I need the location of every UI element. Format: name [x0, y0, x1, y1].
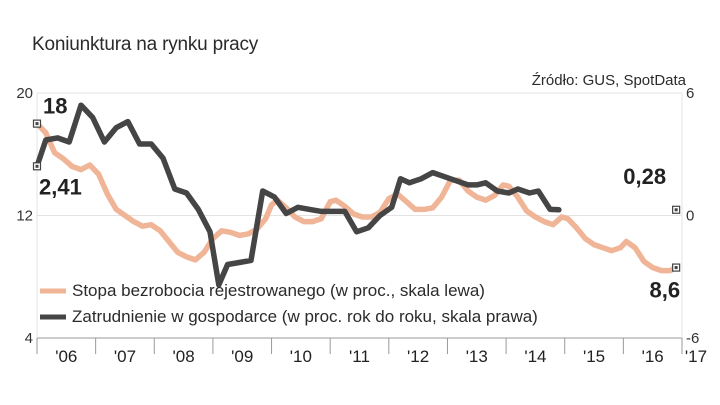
data-labels: 18 2,41 0,28 8,6	[39, 94, 680, 303]
y-right-tick-label: 0	[686, 208, 694, 225]
x-tick-label: '09	[231, 347, 253, 366]
chart-title: Koniunktura na rynku pracy	[32, 34, 259, 55]
series-lines	[34, 102, 679, 288]
data-label: 0,28	[623, 164, 666, 189]
x-tick-label: '14	[524, 347, 546, 366]
endpoint-marker-dot	[35, 122, 39, 126]
x-tick-label: '17	[685, 347, 707, 366]
legend-label: Zatrudnienie w gospodarce (w proc. rok d…	[72, 307, 538, 326]
x-tick-label: '11	[349, 347, 370, 366]
data-label: 18	[43, 94, 67, 119]
endpoint-marker-dot	[35, 164, 39, 168]
endpoint-markers	[32, 119, 681, 272]
endpoint-marker-dot	[674, 266, 678, 270]
x-tick-label: '12	[407, 347, 429, 366]
y-left-tick-label: 20	[16, 85, 33, 102]
y-axis-right: -6 0 6	[686, 85, 699, 347]
chart-source: Źródło: GUS, SpotData	[531, 72, 686, 89]
x-tick-label: '06	[55, 347, 77, 366]
y-right-tick-label: 6	[686, 85, 694, 102]
x-tick-label: '10	[290, 347, 312, 366]
legend-label: Stopa bezrobocia rejestrowanego (w proc.…	[72, 281, 485, 300]
x-tick-label: '13	[466, 347, 488, 366]
x-tick-label: '16	[642, 347, 664, 366]
x-tick-label: '15	[583, 347, 605, 366]
y-axis-left: 4 12 20	[16, 85, 33, 347]
y-left-tick-label: 4	[25, 330, 33, 347]
x-axis: '06 '07 '08 '09 '10 '11 '12 '13 '14 '15 '16 '17	[36, 338, 707, 366]
y-left-tick-label: 12	[16, 208, 33, 225]
y-right-tick-label: -6	[686, 330, 699, 347]
data-label: 8,6	[650, 278, 681, 303]
x-tick-label: '07	[114, 347, 136, 366]
legend: Stopa bezrobocia rejestrowanego (w proc.…	[40, 281, 538, 326]
series-line-0	[34, 120, 679, 274]
data-label: 2,41	[39, 174, 82, 199]
x-tick-label: '08	[173, 347, 195, 366]
series-line-1	[34, 102, 562, 288]
endpoint-marker-dot	[674, 208, 678, 212]
